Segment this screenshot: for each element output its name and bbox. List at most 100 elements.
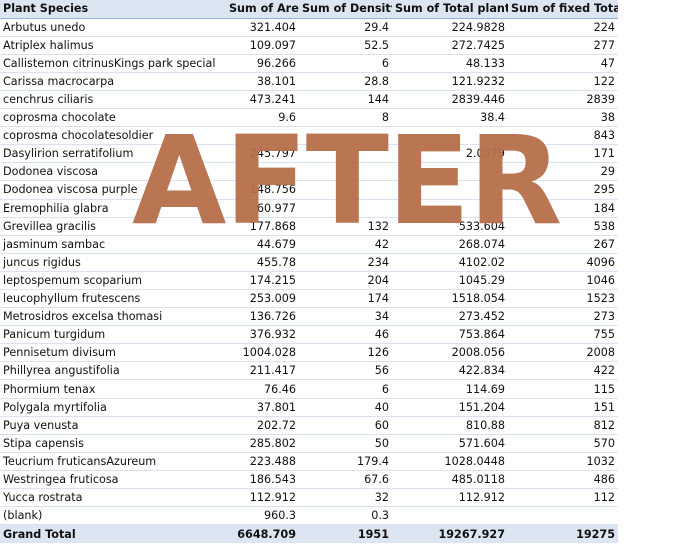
cell-total-plants[interactable]: 753.864 (392, 325, 508, 345)
cell-total-plants[interactable]: 2.0579 (392, 144, 508, 164)
cell-density[interactable]: 56 (299, 361, 392, 381)
cell-density[interactable]: 179.4 (299, 452, 392, 471)
cell-species[interactable]: Dodonea viscosa purple (0, 180, 226, 200)
cell-area[interactable]: 376.932 (226, 325, 299, 345)
cell-density[interactable]: 34 (299, 307, 392, 327)
cell-species[interactable]: Arbutus unedo (0, 18, 226, 37)
cell-species[interactable]: jasminum sambac (0, 235, 226, 254)
cell-species[interactable]: Yucca rostrata (0, 488, 226, 508)
cell-fixed-total[interactable]: 38 (508, 108, 618, 128)
cell-fixed-total[interactable]: 4096 (508, 253, 618, 272)
cell-total-plants[interactable]: 4102.02 (392, 253, 508, 272)
cell-species[interactable]: Stipa capensis (0, 434, 226, 453)
cell-density[interactable] (299, 144, 392, 164)
cell-total-plants[interactable]: 224.9828 (392, 18, 508, 37)
cell-total-plants[interactable] (392, 199, 508, 218)
cell-area[interactable] (226, 126, 299, 146)
cell-species[interactable]: coprosma chocolatesoldier (0, 126, 226, 146)
cell-density[interactable]: 60 (299, 416, 392, 435)
cell-total-plants[interactable]: 1518.054 (392, 289, 508, 309)
cell-species[interactable]: Atriplex halimus (0, 36, 226, 55)
cell-total-plants[interactable]: 1028.0448 (392, 452, 508, 471)
header-sum-of-total-plants[interactable]: Sum of Total plants (392, 0, 508, 19)
cell-total-plants[interactable] (392, 126, 508, 146)
cell-density[interactable]: 46 (299, 325, 392, 345)
cell-area[interactable]: 112.912 (226, 488, 299, 508)
cell-fixed-total[interactable] (508, 506, 618, 526)
cell-fixed-total[interactable]: 224 (508, 18, 618, 37)
cell-fixed-total[interactable]: 273 (508, 307, 618, 327)
cell-density[interactable]: 50 (299, 434, 392, 453)
cell-area[interactable]: 223.488 (226, 452, 299, 471)
cell-area[interactable]: 38.101 (226, 72, 299, 91)
cell-area[interactable]: 321.404 (226, 18, 299, 37)
cell-density[interactable]: 126 (299, 343, 392, 363)
cell-area[interactable]: 202.72 (226, 416, 299, 435)
cell-area[interactable]: 9.6 (226, 108, 299, 128)
cell-species[interactable]: Dodonea viscosa (0, 162, 226, 182)
cell-total-plants[interactable]: 272.7425 (392, 36, 508, 55)
cell-species[interactable]: cenchrus ciliaris (0, 90, 226, 110)
cell-density[interactable]: 67.6 (299, 470, 392, 490)
cell-density[interactable]: 52.5 (299, 36, 392, 55)
cell-fixed-total[interactable]: 570 (508, 434, 618, 453)
cell-fixed-total[interactable]: 122 (508, 72, 618, 91)
cell-fixed-total[interactable]: 2839 (508, 90, 618, 110)
cell-total-plants[interactable]: 121.9232 (392, 72, 508, 91)
cell-area[interactable]: 96.266 (226, 54, 299, 73)
cell-density[interactable]: 174 (299, 289, 392, 309)
cell-total-plants[interactable]: 114.69 (392, 379, 508, 399)
cell-area[interactable]: 455.78 (226, 253, 299, 272)
cell-density[interactable]: 234 (299, 253, 392, 272)
cell-density[interactable] (299, 199, 392, 218)
cell-area[interactable] (226, 162, 299, 182)
cell-density[interactable]: 132 (299, 217, 392, 236)
cell-total-plants[interactable]: 2839.446 (392, 90, 508, 110)
cell-density[interactable]: 42 (299, 235, 392, 254)
cell-species[interactable]: Metrosidros excelsa thomasi (0, 307, 226, 327)
cell-fixed-total[interactable]: 486 (508, 470, 618, 490)
cell-density[interactable] (299, 126, 392, 146)
cell-fixed-total[interactable]: 277 (508, 36, 618, 55)
cell-species[interactable]: Westringea fruticosa (0, 470, 226, 490)
cell-density[interactable]: 8 (299, 108, 392, 128)
cell-species[interactable]: Dasylirion serratifolium (0, 144, 226, 164)
grand-total-area[interactable]: 6648.709 (226, 524, 299, 543)
cell-area[interactable]: 76.46 (226, 379, 299, 399)
cell-total-plants[interactable] (392, 506, 508, 526)
cell-fixed-total[interactable]: 267 (508, 235, 618, 254)
cell-total-plants[interactable]: 571.604 (392, 434, 508, 453)
cell-density[interactable] (299, 180, 392, 200)
cell-species[interactable]: Carissa macrocarpa (0, 72, 226, 91)
cell-area[interactable]: 177.868 (226, 217, 299, 236)
cell-species[interactable]: Teucrium fruticansAzureum (0, 452, 226, 471)
cell-fixed-total[interactable]: 47 (508, 54, 618, 73)
header-sum-of-fixed-total[interactable]: Sum of fixed Total (508, 0, 618, 19)
cell-fixed-total[interactable]: 1523 (508, 289, 618, 309)
cell-area[interactable]: 960.3 (226, 506, 299, 526)
cell-area[interactable]: 60.977 (226, 199, 299, 218)
header-plant-species[interactable]: Plant Species (0, 0, 226, 19)
cell-total-plants[interactable]: 151.204 (392, 398, 508, 417)
cell-density[interactable]: 6 (299, 54, 392, 73)
cell-species[interactable]: Panicum turgidum (0, 325, 226, 345)
cell-density[interactable]: 40 (299, 398, 392, 417)
cell-total-plants[interactable]: 48.133 (392, 54, 508, 73)
cell-species[interactable]: juncus rigidus (0, 253, 226, 272)
grand-total-label[interactable]: Grand Total (0, 524, 226, 543)
cell-density[interactable]: 28.8 (299, 72, 392, 91)
cell-species[interactable]: leptospemum scoparium (0, 271, 226, 291)
cell-fixed-total[interactable]: 755 (508, 325, 618, 345)
cell-total-plants[interactable]: 38.4 (392, 108, 508, 128)
cell-total-plants[interactable]: 1045.29 (392, 271, 508, 291)
header-sum-of-density[interactable]: Sum of Density (299, 0, 392, 19)
cell-area[interactable]: 245.797 (226, 144, 299, 164)
cell-area[interactable]: 44.679 (226, 235, 299, 254)
cell-density[interactable]: 0.3 (299, 506, 392, 526)
cell-fixed-total[interactable]: 2008 (508, 343, 618, 363)
cell-species[interactable]: Puya venusta (0, 416, 226, 435)
cell-total-plants[interactable] (392, 180, 508, 200)
cell-fixed-total[interactable]: 171 (508, 144, 618, 164)
cell-area[interactable]: 186.543 (226, 470, 299, 490)
cell-total-plants[interactable]: 485.0118 (392, 470, 508, 490)
